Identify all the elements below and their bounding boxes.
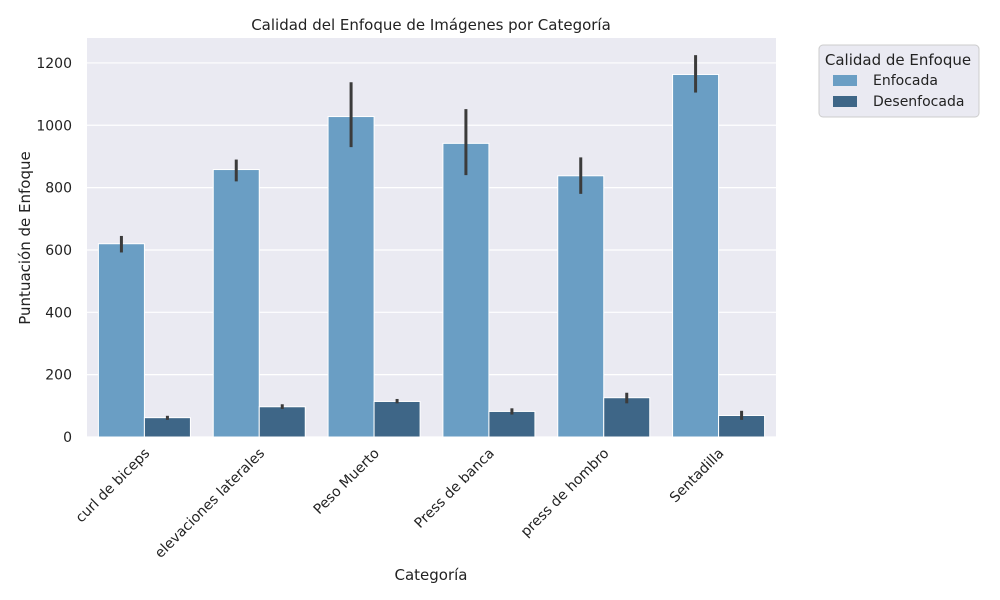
y-tick-label: 0 [63, 430, 72, 446]
error-bars-group [119, 55, 744, 420]
x-tick-label: elevaciones laterales [152, 446, 268, 562]
legend-label-desenfocada: Desenfocada [873, 94, 964, 110]
legend-frame [818, 44, 980, 118]
x-axis-label: Categoría [394, 566, 467, 584]
plot-background [87, 38, 776, 437]
gridlines [87, 62, 776, 438]
x-tick-label: Sentadilla [667, 446, 728, 507]
legend: Calidad de Enfoque Enfocada Desenfocada [818, 44, 980, 118]
legend-swatch-enfocada [833, 75, 857, 86]
x-tick-label: press de hombro [518, 446, 613, 541]
bar-enfocada-0 [97, 243, 145, 438]
legend-title: Calidad de Enfoque [825, 51, 971, 69]
bar-enfocada-5 [672, 73, 720, 438]
bar-enfocada-3 [442, 142, 490, 438]
bar-desenfocada-3 [488, 410, 536, 438]
bars-group [97, 73, 766, 438]
y-axis-label: Puntuación de Enfoque [16, 151, 34, 324]
y-tick-label: 800 [45, 181, 72, 197]
chart-title: Calidad del Enfoque de Imágenes por Cate… [251, 16, 611, 34]
bar-desenfocada-1 [258, 406, 306, 438]
y-tick-labels: 0 200 400 600 800 1000 1200 [36, 56, 72, 446]
bar-enfocada-4 [557, 175, 605, 438]
bar-desenfocada-2 [373, 400, 421, 438]
y-tick-label: 200 [45, 368, 72, 384]
x-tick-label: curl de biceps [73, 446, 154, 527]
legend-label-enfocada: Enfocada [873, 73, 938, 89]
y-tick-label: 1000 [36, 118, 72, 134]
bar-desenfocada-0 [143, 417, 191, 438]
x-tick-label: Peso Muerto [311, 446, 383, 518]
y-tick-label: 600 [45, 243, 72, 259]
y-tick-label: 400 [45, 305, 72, 321]
y-tick-label: 1200 [36, 56, 72, 72]
x-tick-label: Press de banca [412, 446, 498, 532]
legend-swatch-desenfocada [833, 96, 857, 107]
bar-enfocada-1 [212, 169, 260, 438]
bar-desenfocada-4 [603, 397, 651, 438]
bar-enfocada-2 [327, 116, 375, 438]
